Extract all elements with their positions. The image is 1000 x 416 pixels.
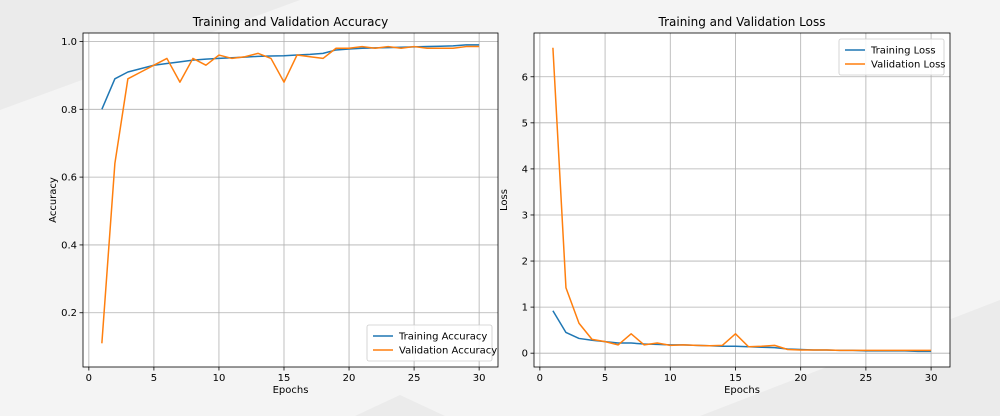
x-tick-label: 15 <box>729 373 742 384</box>
x-tick-label: 15 <box>278 373 291 384</box>
y-tick-label: 3 <box>522 210 528 221</box>
legend-label: Training Loss <box>870 46 936 57</box>
x-tick-label: 30 <box>473 373 486 384</box>
legend: Training Accuracy Validation Accuracy <box>366 324 497 362</box>
x-tick-label: 30 <box>925 373 938 384</box>
x-tick-label: 5 <box>602 373 608 384</box>
x-axis-label: Epochs <box>273 385 309 396</box>
y-tick-label: 1.0 <box>61 37 77 48</box>
plot-area <box>534 33 950 367</box>
legend: Training Loss Validation Loss <box>838 38 946 76</box>
x-axis-label: Epochs <box>724 385 760 396</box>
y-tick-label: 0.6 <box>61 173 77 184</box>
y-tick-label: 6 <box>522 72 528 83</box>
x-tick-label: 25 <box>860 373 873 384</box>
y-tick-label: 0.8 <box>61 105 77 116</box>
loss-chart: 0 5 10 15 20 25 30 0 1 2 3 4 5 6 Training and Validati… <box>499 15 951 396</box>
x-tick-label: 0 <box>86 373 92 384</box>
background-shape <box>355 395 445 416</box>
axes-frame <box>82 32 499 368</box>
y-tick-label: 0.2 <box>61 308 77 319</box>
y-tick-label: 0.4 <box>61 240 77 251</box>
x-tick-label: 20 <box>794 373 807 384</box>
y-tick-label: 1 <box>522 303 528 314</box>
x-tick-label: 10 <box>664 373 677 384</box>
x-tick-label: 10 <box>213 373 226 384</box>
axes-frame <box>533 32 951 368</box>
y-tick-label: 5 <box>522 118 528 129</box>
legend-box <box>366 324 493 362</box>
gridlines <box>534 33 950 367</box>
x-tick-label: 20 <box>343 373 356 384</box>
gridlines <box>83 33 498 367</box>
x-tick-label: 25 <box>408 373 421 384</box>
y-axis-label: Accuracy <box>48 177 59 223</box>
legend-label: Training Accuracy <box>398 332 487 343</box>
y-tick-label: 4 <box>522 164 528 175</box>
y-axis-label: Loss <box>499 189 510 211</box>
chart-title: Training and Validation Loss <box>658 15 826 29</box>
series-line-validation-accuracy <box>101 45 480 344</box>
y-tick-label: 0 <box>522 349 528 360</box>
x-tick-label: 5 <box>151 373 157 384</box>
legend-label: Validation Accuracy <box>399 346 497 357</box>
chart-title: Training and Validation Accuracy <box>192 15 388 29</box>
plot-area <box>83 33 498 367</box>
accuracy-chart: 0 5 10 15 20 25 30 0.2 0.4 0.6 0.8 1.0 Training and … <box>48 15 499 396</box>
x-tick-label: 0 <box>537 373 543 384</box>
legend-box <box>838 38 945 76</box>
series-line-validation-loss <box>552 47 932 352</box>
y-tick-label: 2 <box>522 257 528 268</box>
legend-label: Validation Loss <box>871 60 946 71</box>
